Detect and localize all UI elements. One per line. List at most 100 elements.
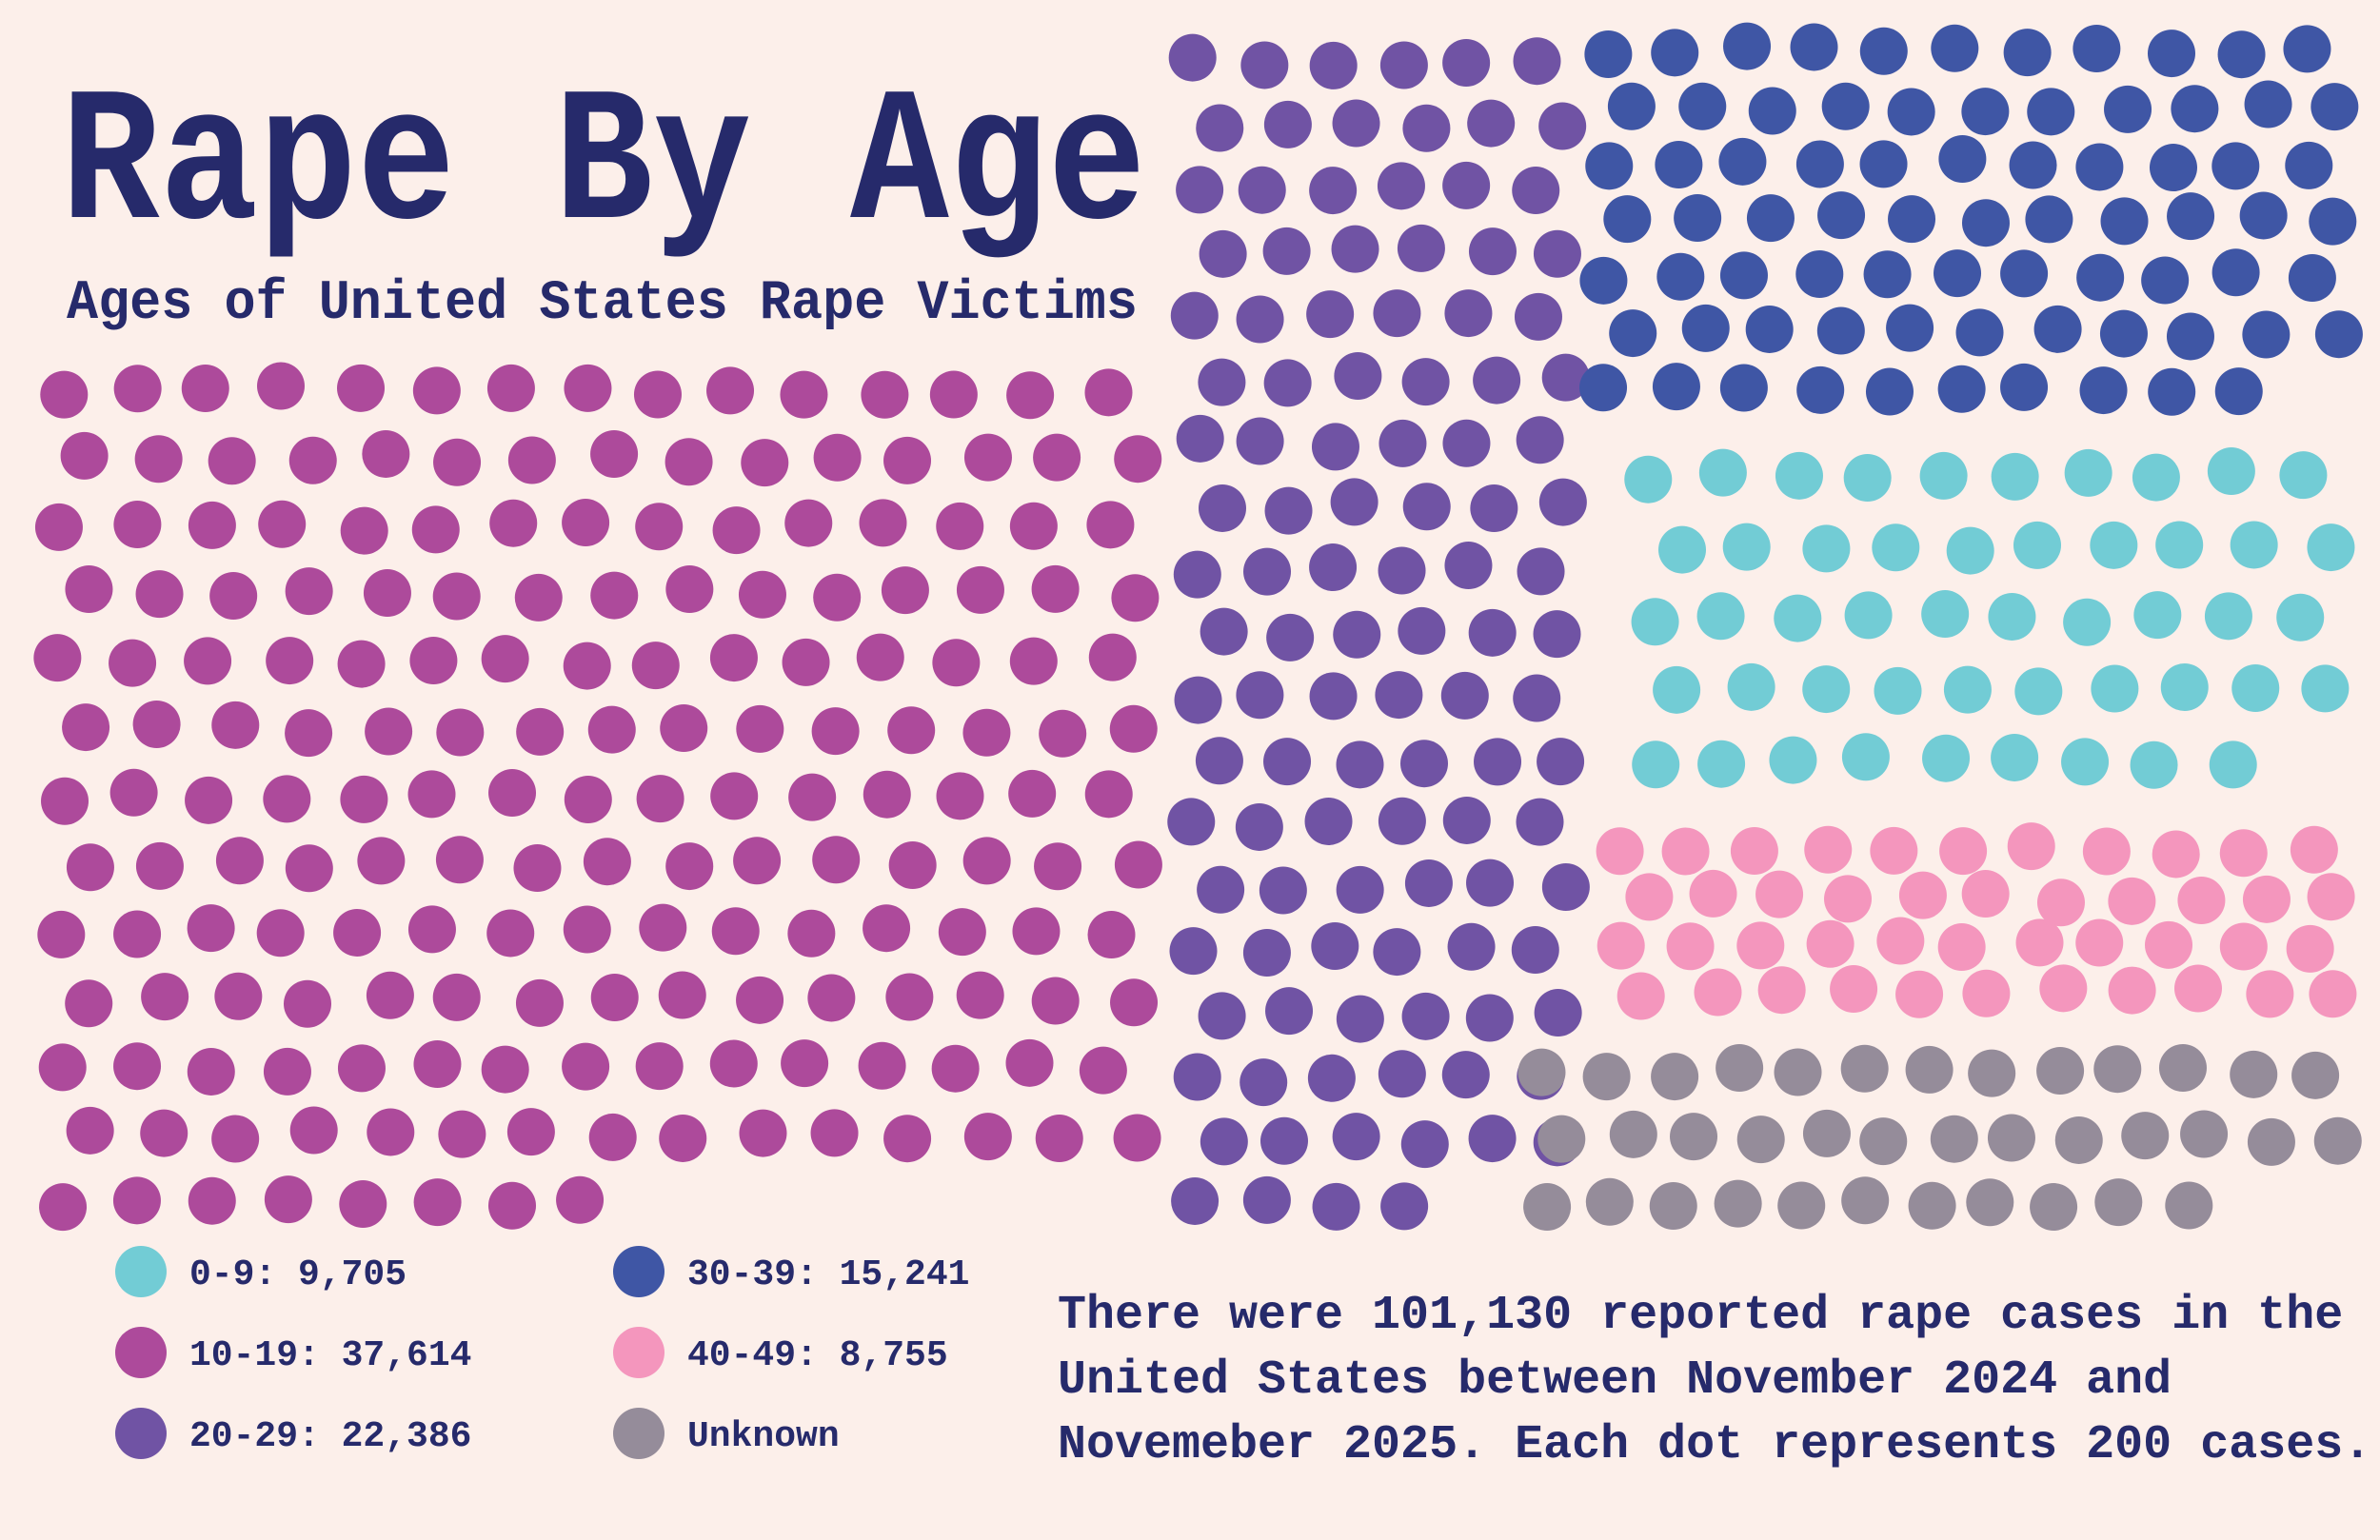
dot	[264, 1175, 312, 1224]
dot	[787, 909, 836, 958]
dot	[1311, 922, 1359, 971]
dot	[2091, 664, 2139, 713]
dot	[37, 910, 86, 958]
dot	[2003, 29, 2052, 77]
dot	[340, 775, 388, 823]
dot	[1236, 417, 1284, 465]
dot	[438, 1110, 486, 1158]
dot	[1769, 736, 1817, 784]
dot	[1653, 665, 1701, 714]
dot	[1872, 523, 1920, 572]
dot	[1174, 676, 1222, 724]
dot	[1652, 363, 1700, 411]
dot	[2090, 521, 2138, 569]
dot	[1442, 796, 1491, 844]
dot	[1397, 224, 1445, 272]
dot	[1931, 24, 1979, 72]
dot	[861, 370, 909, 419]
dot	[1266, 613, 1315, 661]
dot	[1087, 911, 1136, 959]
dot	[2307, 873, 2355, 921]
dot	[2093, 1045, 2142, 1094]
dot	[1236, 295, 1284, 344]
dot	[2309, 197, 2357, 246]
dot	[1379, 41, 1428, 89]
dot	[588, 1113, 637, 1161]
dot	[659, 1114, 707, 1162]
dot	[2099, 309, 2148, 358]
dot	[1859, 27, 1908, 75]
dot	[506, 1108, 555, 1156]
dot	[1843, 454, 1892, 503]
dot	[736, 976, 784, 1024]
dot	[1631, 598, 1679, 646]
dot	[590, 571, 639, 620]
dot	[2094, 1178, 2143, 1227]
dot	[337, 1044, 386, 1093]
dot	[1681, 304, 1730, 352]
dot	[134, 435, 183, 484]
dot	[2036, 879, 2085, 927]
dot	[2148, 367, 2196, 416]
dot	[1373, 928, 1421, 977]
dot	[738, 570, 786, 619]
dot	[2104, 85, 2152, 133]
dot	[1398, 606, 1446, 655]
dot	[188, 501, 236, 549]
dot	[1541, 353, 1590, 402]
dot	[1886, 304, 1934, 352]
dot	[1468, 227, 1517, 276]
dot	[1968, 1049, 2016, 1097]
dot	[1336, 995, 1384, 1043]
dot	[256, 909, 305, 958]
dot	[1378, 797, 1426, 845]
dot	[288, 436, 337, 484]
dot	[563, 642, 611, 690]
dot	[2073, 25, 2121, 73]
dot	[1609, 309, 1657, 358]
dot	[1939, 827, 1988, 876]
dot	[1378, 419, 1427, 467]
dot	[1235, 802, 1283, 851]
dot	[1402, 104, 1451, 152]
dot	[1035, 1115, 1083, 1163]
dot	[1961, 88, 2010, 136]
dot	[1745, 305, 1794, 353]
dot	[1516, 416, 1564, 464]
dot	[1306, 290, 1355, 339]
dot	[1697, 740, 1746, 788]
dot	[590, 974, 639, 1022]
dot	[811, 707, 860, 756]
dot	[1336, 865, 1384, 914]
dot	[407, 905, 456, 954]
chart-title: Rape By Age	[61, 59, 1146, 275]
dot	[2291, 1051, 2340, 1099]
dot	[2283, 25, 2331, 73]
dot	[366, 971, 414, 1019]
dot	[188, 1176, 236, 1225]
legend-swatch	[613, 1246, 664, 1297]
dot	[1034, 842, 1082, 891]
dot	[709, 634, 758, 682]
dot	[2288, 253, 2336, 302]
dot	[1716, 1044, 1764, 1093]
dot	[184, 637, 232, 685]
dot	[635, 1042, 684, 1091]
dot	[1114, 840, 1162, 889]
dot	[1265, 987, 1314, 1036]
dot	[2014, 667, 2063, 716]
dot	[1198, 358, 1246, 406]
dot	[1930, 1115, 1978, 1163]
dot	[1603, 195, 1652, 244]
dot	[1698, 448, 1747, 497]
dot	[109, 768, 158, 817]
dot	[285, 844, 333, 893]
dot	[2147, 30, 2195, 78]
dot	[1937, 365, 1986, 413]
dot	[788, 773, 837, 821]
dot	[888, 840, 937, 889]
dot	[1790, 23, 1838, 71]
dot	[1795, 249, 1844, 298]
dot	[1263, 738, 1312, 786]
